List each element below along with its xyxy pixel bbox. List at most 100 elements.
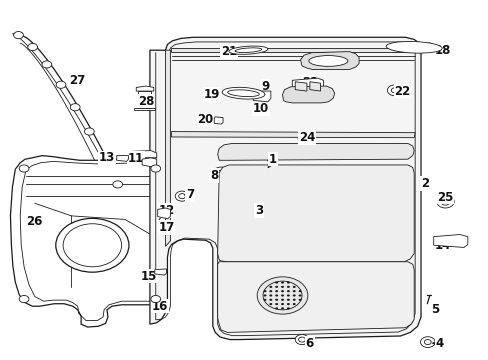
Circle shape (286, 290, 289, 292)
Polygon shape (217, 262, 413, 332)
Polygon shape (155, 269, 166, 275)
Circle shape (298, 294, 301, 297)
Circle shape (63, 224, 122, 267)
Circle shape (286, 303, 289, 305)
Circle shape (269, 286, 272, 288)
Circle shape (286, 294, 289, 297)
Polygon shape (171, 132, 414, 138)
Circle shape (292, 294, 295, 297)
Text: 14: 14 (433, 239, 450, 252)
Circle shape (286, 307, 289, 310)
Circle shape (275, 303, 278, 305)
Polygon shape (136, 86, 154, 91)
Circle shape (436, 195, 453, 208)
Circle shape (263, 299, 266, 301)
Circle shape (275, 286, 278, 288)
Circle shape (113, 181, 122, 188)
Circle shape (295, 334, 308, 345)
Circle shape (292, 290, 295, 292)
Circle shape (292, 286, 295, 288)
Ellipse shape (228, 46, 267, 54)
Polygon shape (292, 78, 323, 93)
Polygon shape (138, 91, 151, 108)
Polygon shape (282, 86, 334, 103)
Circle shape (275, 282, 278, 284)
Polygon shape (433, 234, 467, 247)
Polygon shape (253, 91, 270, 102)
Text: 23: 23 (301, 76, 317, 89)
Text: 16: 16 (151, 300, 167, 313)
Circle shape (281, 286, 284, 288)
Text: 13: 13 (99, 151, 115, 164)
Circle shape (275, 294, 278, 297)
Circle shape (151, 165, 160, 172)
Text: 8: 8 (210, 169, 218, 182)
Circle shape (281, 294, 284, 297)
Ellipse shape (386, 41, 441, 53)
Circle shape (56, 81, 66, 88)
Circle shape (269, 299, 272, 301)
Circle shape (84, 128, 94, 135)
Text: 21: 21 (220, 45, 237, 58)
Circle shape (151, 296, 160, 303)
Circle shape (56, 219, 129, 272)
Circle shape (250, 212, 258, 218)
Circle shape (269, 294, 272, 297)
Text: 28: 28 (138, 95, 154, 108)
Circle shape (281, 282, 284, 284)
Circle shape (257, 277, 307, 314)
Text: 25: 25 (436, 191, 453, 204)
Polygon shape (300, 51, 358, 69)
Text: 24: 24 (298, 131, 314, 144)
Text: 12: 12 (158, 204, 174, 217)
Text: 15: 15 (141, 270, 157, 283)
Circle shape (298, 337, 305, 342)
Circle shape (42, 61, 52, 68)
Polygon shape (295, 82, 306, 91)
Text: 9: 9 (261, 80, 269, 93)
Polygon shape (217, 165, 413, 262)
Circle shape (390, 88, 397, 93)
Text: 20: 20 (197, 113, 213, 126)
Circle shape (269, 303, 272, 305)
Circle shape (386, 85, 401, 96)
Circle shape (263, 281, 302, 310)
Circle shape (158, 217, 170, 226)
Circle shape (99, 154, 108, 161)
Circle shape (275, 299, 278, 301)
Text: 4: 4 (434, 337, 443, 350)
Polygon shape (309, 82, 320, 91)
Circle shape (19, 165, 29, 172)
Circle shape (424, 339, 430, 345)
Circle shape (263, 290, 266, 292)
Ellipse shape (235, 48, 261, 53)
Polygon shape (117, 156, 128, 161)
Circle shape (281, 307, 284, 310)
Circle shape (19, 296, 29, 303)
Circle shape (14, 32, 23, 39)
Polygon shape (10, 156, 164, 327)
Ellipse shape (222, 87, 264, 99)
Text: 22: 22 (393, 85, 410, 98)
Polygon shape (142, 158, 157, 167)
Circle shape (298, 299, 301, 301)
Circle shape (292, 303, 295, 305)
Circle shape (263, 294, 266, 297)
Circle shape (298, 290, 301, 292)
Circle shape (281, 303, 284, 305)
Circle shape (275, 307, 278, 310)
Text: 19: 19 (203, 88, 220, 101)
Circle shape (281, 299, 284, 301)
Polygon shape (132, 150, 157, 158)
Text: 11: 11 (128, 152, 144, 165)
Text: 18: 18 (433, 44, 450, 57)
Circle shape (440, 198, 449, 205)
Circle shape (286, 282, 289, 284)
Ellipse shape (308, 55, 347, 66)
Circle shape (161, 211, 167, 216)
Text: 10: 10 (252, 103, 269, 116)
Polygon shape (150, 37, 420, 339)
Text: 7: 7 (185, 188, 194, 201)
Text: 5: 5 (430, 303, 439, 316)
Circle shape (246, 210, 262, 221)
